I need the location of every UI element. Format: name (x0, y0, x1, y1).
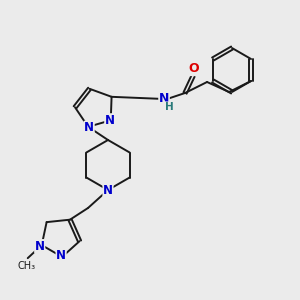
Text: N: N (103, 184, 113, 197)
Text: CH₃: CH₃ (18, 261, 36, 271)
Text: N: N (56, 249, 66, 262)
Text: N: N (35, 240, 45, 253)
Text: N: N (105, 114, 115, 127)
Text: H: H (165, 102, 173, 112)
Text: N: N (84, 121, 94, 134)
Text: N: N (159, 92, 169, 106)
Text: O: O (189, 62, 200, 76)
